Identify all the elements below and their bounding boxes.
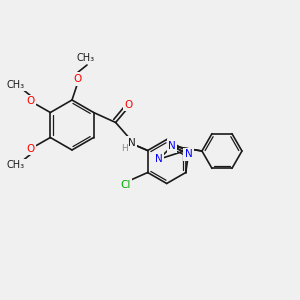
Text: H: H — [121, 144, 128, 153]
Text: O: O — [26, 97, 34, 106]
Text: CH₃: CH₃ — [77, 53, 95, 63]
Text: O: O — [73, 74, 81, 84]
Text: N: N — [155, 154, 163, 164]
Text: O: O — [26, 143, 34, 154]
Text: CH₃: CH₃ — [6, 80, 24, 89]
Text: O: O — [124, 100, 133, 110]
Text: N: N — [128, 137, 136, 148]
Text: N: N — [168, 141, 176, 151]
Text: Cl: Cl — [121, 179, 131, 190]
Text: CH₃: CH₃ — [6, 160, 24, 170]
Text: N: N — [184, 149, 192, 159]
